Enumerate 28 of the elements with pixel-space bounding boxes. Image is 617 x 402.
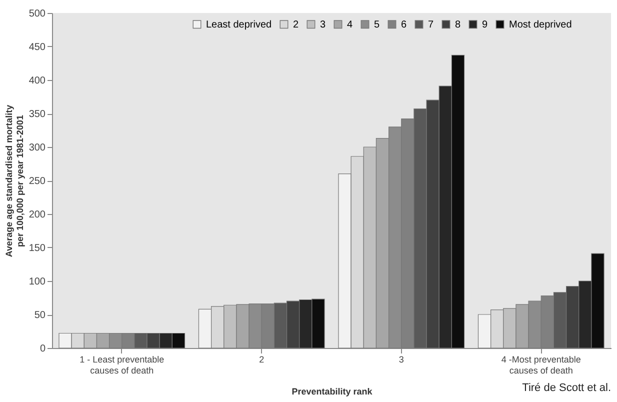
y-tick-label: 300: [28, 142, 46, 154]
x-tick-label: 1 - Least preventable causes of death: [80, 354, 164, 376]
y-tick-label: 50: [34, 310, 46, 321]
legend-label: 8: [455, 19, 461, 30]
legend-label: 5: [374, 19, 380, 30]
y-tick-label: 100: [28, 276, 46, 288]
y-tick-label: 500: [28, 8, 46, 20]
x-tick-label: 3: [398, 354, 404, 364]
legend-label: 2: [293, 19, 299, 30]
y-tick-label: 400: [28, 76, 46, 86]
legend-label: Most deprived: [509, 19, 572, 30]
legend-label: 4: [347, 19, 353, 30]
legend-label: Least deprived: [206, 19, 272, 30]
legend-label: 9: [482, 19, 488, 30]
legend-label: 6: [401, 19, 407, 30]
x-tick-label: 4 -Most preventable causes of death: [501, 354, 581, 376]
x-tick-label: 2: [259, 354, 264, 364]
y-tick-label: 150: [28, 243, 46, 254]
y-tick-label: 200: [28, 210, 46, 220]
y-tick-label: 450: [28, 42, 46, 53]
legend-label: 7: [428, 19, 434, 30]
legend-label: 3: [320, 19, 326, 30]
text: Tiré de Scott et al.: [522, 382, 611, 394]
y-tick-label: 350: [28, 109, 46, 120]
y-tick-label: 250: [28, 176, 46, 187]
x-axis-title: Preventability rank: [292, 386, 374, 396]
y-tick-label: 0: [40, 344, 46, 354]
y-axis-title: Average age standardised mortality per 100,000 per year 1981-2001: [4, 104, 25, 258]
